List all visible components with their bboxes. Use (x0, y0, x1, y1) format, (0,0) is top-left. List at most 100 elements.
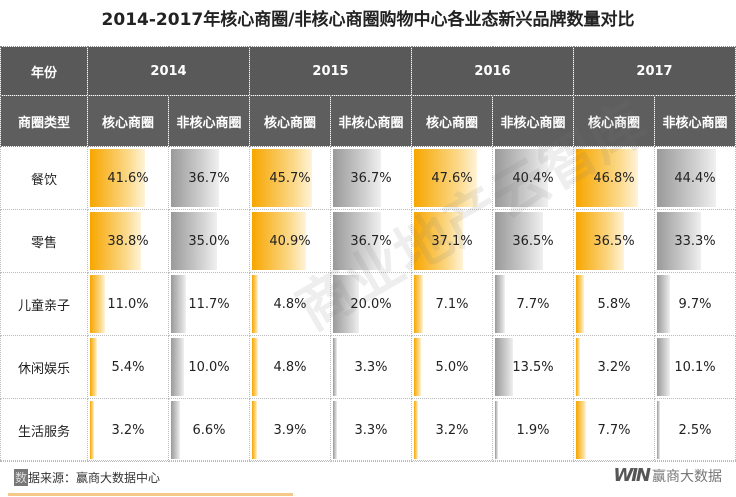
cell-value: 3.2% (435, 422, 469, 438)
cell-value: 2.5% (678, 422, 712, 438)
data-cell: 33.3% (654, 209, 736, 273)
data-cell: 11.7% (168, 272, 250, 336)
cell-value: 3.2% (597, 359, 631, 375)
year-header: 2015 (249, 46, 412, 96)
noncore-bar (657, 401, 661, 459)
cell-value: 10.1% (674, 359, 716, 375)
noncore-header: 非核心商圈 (330, 95, 412, 147)
data-cell: 13.5% (492, 335, 574, 399)
data-cell: 36.5% (492, 209, 574, 273)
cell-value: 35.0% (188, 233, 230, 249)
year-label: 年份 (0, 46, 88, 96)
source-note: 数据来源：赢商大数据中心 (14, 469, 160, 486)
noncore-bar (333, 149, 382, 207)
data-cell: 36.5% (573, 209, 655, 273)
data-cell: 36.7% (168, 146, 250, 210)
data-cell: 6.6% (168, 398, 250, 462)
cell-value: 1.9% (516, 422, 550, 438)
data-cell: 40.4% (492, 146, 574, 210)
cell-value: 6.6% (192, 422, 226, 438)
table-row: 生活服务 3.2% 6.6% 3.9% 3.3% 3.2% 1.9% 7.7% 2.5% (0, 398, 736, 462)
noncore-header: 非核心商圈 (492, 95, 574, 147)
source-text: 据来源：赢商大数据中心 (28, 471, 161, 485)
noncore-header: 非核心商圈 (168, 95, 250, 147)
cell-value: 5.8% (597, 296, 631, 312)
row-category: 生活服务 (0, 398, 88, 462)
data-cell: 4.8% (249, 272, 331, 336)
data-cell: 5.4% (87, 335, 169, 399)
cell-value: 3.9% (273, 422, 307, 438)
data-cell: 20.0% (330, 272, 412, 336)
row-category: 儿童亲子 (0, 272, 88, 336)
logo-text: 赢商大数据 (652, 469, 722, 485)
cell-value: 37.1% (431, 233, 473, 249)
row-category: 餐饮 (0, 146, 88, 210)
data-cell: 3.2% (573, 335, 655, 399)
cell-value: 3.2% (111, 422, 145, 438)
noncore-bar (171, 212, 218, 270)
cell-value: 41.6% (107, 170, 149, 186)
year-header: 2017 (573, 46, 736, 96)
core-bar (414, 401, 419, 459)
noncore-bar (495, 149, 549, 207)
noncore-bar (333, 212, 382, 270)
data-cell: 40.9% (249, 209, 331, 273)
data-cell: 45.7% (249, 146, 331, 210)
core-bar (90, 338, 98, 396)
noncore-bar (657, 338, 671, 396)
core-bar (252, 212, 306, 270)
noncore-bar (495, 401, 498, 459)
row-category: 零售 (0, 209, 88, 273)
core-bar (90, 149, 145, 207)
data-cell: 3.3% (330, 398, 412, 462)
year-header-row: 年份 2014 2015 2016 2017 (0, 46, 736, 96)
row-category: 休闲娱乐 (0, 335, 88, 399)
cell-value: 47.6% (431, 170, 473, 186)
data-cell: 10.1% (654, 335, 736, 399)
data-cell: 11.0% (87, 272, 169, 336)
core-bar (576, 212, 625, 270)
table-row: 儿童亲子 11.0% 11.7% 4.8% 20.0% 7.1% 7.7% 5.8% 9.7% (0, 272, 736, 336)
cell-value: 40.9% (269, 233, 311, 249)
cell-value: 38.8% (107, 233, 149, 249)
cell-value: 45.7% (269, 170, 311, 186)
cell-value: 13.5% (512, 359, 554, 375)
cell-value: 3.3% (354, 359, 388, 375)
table-row: 餐饮 41.6% 36.7% 45.7% 36.7% 47.6% 40.4% 46.8% 44.… (0, 146, 736, 210)
data-cell: 5.0% (411, 335, 493, 399)
core-bar (252, 275, 259, 333)
core-bar (414, 149, 477, 207)
cell-value: 4.8% (273, 359, 307, 375)
logo: WIN 赢商大数据 (613, 465, 722, 486)
cell-value: 36.7% (350, 170, 392, 186)
year-header: 2014 (87, 46, 250, 96)
data-cell: 46.8% (573, 146, 655, 210)
noncore-bar (657, 149, 716, 207)
data-cell: 41.6% (87, 146, 169, 210)
table-row: 零售 38.8% 35.0% 40.9% 36.7% 37.1% 36.5% 36.5% 33.… (0, 209, 736, 273)
core-bar (414, 275, 424, 333)
data-cell: 3.2% (87, 398, 169, 462)
core-bar (252, 401, 258, 459)
noncore-bar (333, 338, 338, 396)
core-bar (576, 338, 581, 396)
table-row: 休闲娱乐 5.4% 10.0% 4.8% 3.3% 5.0% 13.5% 3.2% 10.1% (0, 335, 736, 399)
core-bar (576, 275, 584, 333)
logo-mark: WIN (613, 465, 651, 486)
core-header: 核心商圈 (87, 95, 169, 147)
source-box: 数 (14, 469, 29, 486)
cell-value: 36.5% (512, 233, 554, 249)
cell-value: 7.7% (516, 296, 550, 312)
noncore-bar (657, 212, 701, 270)
data-cell: 4.8% (249, 335, 331, 399)
noncore-bar (495, 212, 544, 270)
type-header-row: 商圈类型 核心商圈 非核心商圈 核心商圈 非核心商圈 核心商圈 非核心商圈 核心商圈 非核心商… (0, 95, 736, 147)
cell-value: 7.7% (597, 422, 631, 438)
data-cell: 37.1% (411, 209, 493, 273)
noncore-bar (657, 275, 670, 333)
cell-value: 9.7% (678, 296, 712, 312)
data-cell: 2.5% (654, 398, 736, 462)
core-bar (576, 149, 638, 207)
data-cell: 35.0% (168, 209, 250, 273)
core-bar (252, 338, 259, 396)
